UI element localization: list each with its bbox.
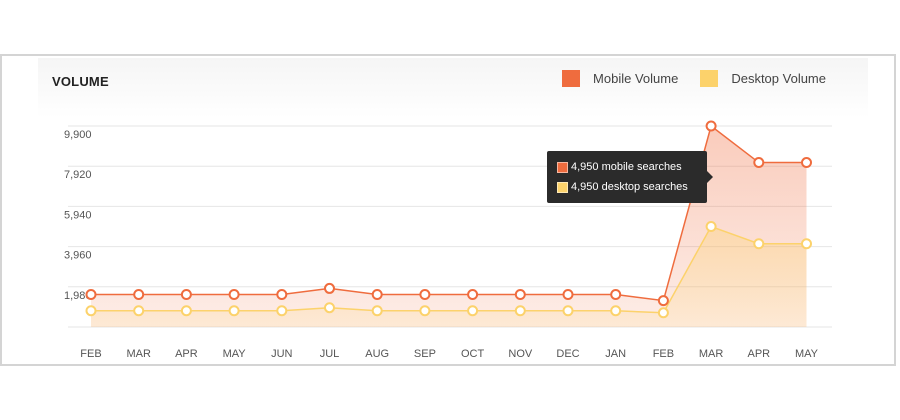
data-point-desktop [324, 302, 335, 314]
data-point-mobile [324, 282, 335, 294]
data-point-desktop [180, 305, 192, 317]
data-point-mobile [467, 289, 479, 301]
chart-title: VOLUME [52, 74, 109, 89]
x-tick-label: MAR [699, 348, 724, 360]
y-tick-label: 3,960 [64, 250, 92, 262]
series-line-desktop [91, 225, 807, 314]
x-tick-label: FEB [80, 348, 101, 360]
data-point-mobile [419, 289, 431, 301]
data-point-desktop [657, 307, 669, 319]
data-point-mobile [133, 289, 145, 301]
x-tick-label: FEB [653, 348, 674, 360]
tooltip-row-desktop: 4,950 desktop searches [557, 177, 707, 197]
chart-tooltip: 4,950 mobile searches 4,950 desktop sear… [547, 151, 713, 203]
data-point-desktop [467, 305, 479, 317]
data-point-mobile [228, 289, 240, 301]
tooltip-text-desktop: 4,950 desktop searches [571, 181, 688, 193]
tooltip-row-mobile: 4,950 mobile searches [557, 157, 707, 177]
data-point-mobile [514, 289, 526, 301]
data-point-mobile [753, 157, 765, 169]
x-tick-label: MAY [223, 348, 247, 360]
data-point-mobile [276, 289, 288, 301]
data-point-mobile [562, 289, 574, 301]
x-tick-label: OCT [461, 348, 485, 360]
data-point-desktop [514, 305, 526, 317]
data-point-desktop [562, 305, 574, 317]
y-tick-label: 9,900 [64, 129, 92, 141]
tooltip-text-mobile: 4,950 mobile searches [571, 161, 682, 173]
x-tick-label: JUN [271, 348, 292, 360]
tooltip-swatch-mobile [557, 161, 568, 173]
y-tick-label: 1,980 [64, 290, 92, 302]
data-point-desktop [85, 305, 97, 317]
x-tick-label: DEC [556, 348, 579, 360]
data-point-desktop [228, 305, 240, 317]
x-tick-label: MAR [126, 348, 151, 360]
data-point-mobile [801, 157, 812, 169]
data-point-desktop [419, 305, 431, 317]
series-line-mobile [91, 124, 807, 302]
x-tick-label: NOV [508, 348, 533, 360]
area-desktop [91, 226, 807, 327]
x-tick-label: APR [175, 348, 198, 360]
legend-swatch-desktop [700, 70, 719, 87]
x-tick-label: SEP [414, 348, 436, 360]
y-tick-label: 7,920 [64, 169, 92, 181]
x-tick-label: MAY [795, 348, 819, 360]
data-point-mobile [371, 289, 383, 301]
legend-label-mobile: Mobile Volume [593, 71, 679, 86]
legend-swatch-mobile [562, 70, 581, 87]
data-point-desktop [610, 305, 622, 317]
data-point-desktop [753, 238, 765, 250]
legend-item-mobile[interactable]: Mobile Volume [562, 70, 678, 87]
x-tick-label: APR [747, 348, 770, 360]
data-point-desktop [705, 221, 717, 232]
x-tick-label: AUG [365, 348, 389, 360]
data-point-desktop [276, 305, 288, 317]
data-point-desktop [133, 305, 145, 317]
data-point-desktop [801, 238, 812, 250]
data-point-mobile [180, 289, 192, 301]
chart-legend: Mobile Volume Desktop Volume [540, 70, 826, 87]
data-point-mobile [610, 289, 622, 301]
legend-item-desktop[interactable]: Desktop Volume [700, 70, 826, 87]
data-point-mobile [85, 289, 97, 301]
tooltip-swatch-desktop [557, 181, 568, 193]
x-tick-label: JUL [320, 348, 340, 360]
data-point-mobile [705, 120, 717, 132]
data-point-mobile [657, 295, 669, 307]
data-point-desktop [371, 305, 383, 317]
x-tick-label: JAN [605, 348, 626, 360]
legend-label-desktop: Desktop Volume [731, 71, 826, 86]
y-tick-label: 5,940 [64, 209, 92, 221]
